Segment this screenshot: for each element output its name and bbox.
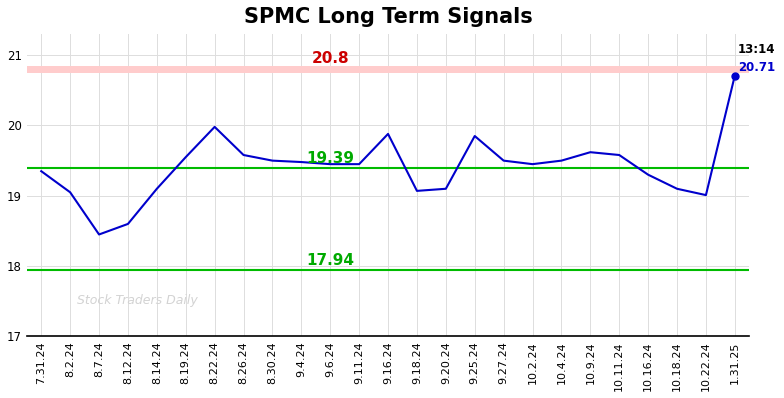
Text: 19.39: 19.39 — [307, 150, 354, 166]
Text: Stock Traders Daily: Stock Traders Daily — [78, 294, 198, 306]
Text: 13:14: 13:14 — [738, 43, 775, 56]
Title: SPMC Long Term Signals: SPMC Long Term Signals — [244, 7, 532, 27]
Point — [728, 72, 741, 79]
Text: 17.94: 17.94 — [307, 252, 354, 267]
Bar — [27, 66, 750, 73]
Text: 20.71: 20.71 — [738, 61, 775, 74]
Text: 20.8: 20.8 — [311, 51, 349, 66]
